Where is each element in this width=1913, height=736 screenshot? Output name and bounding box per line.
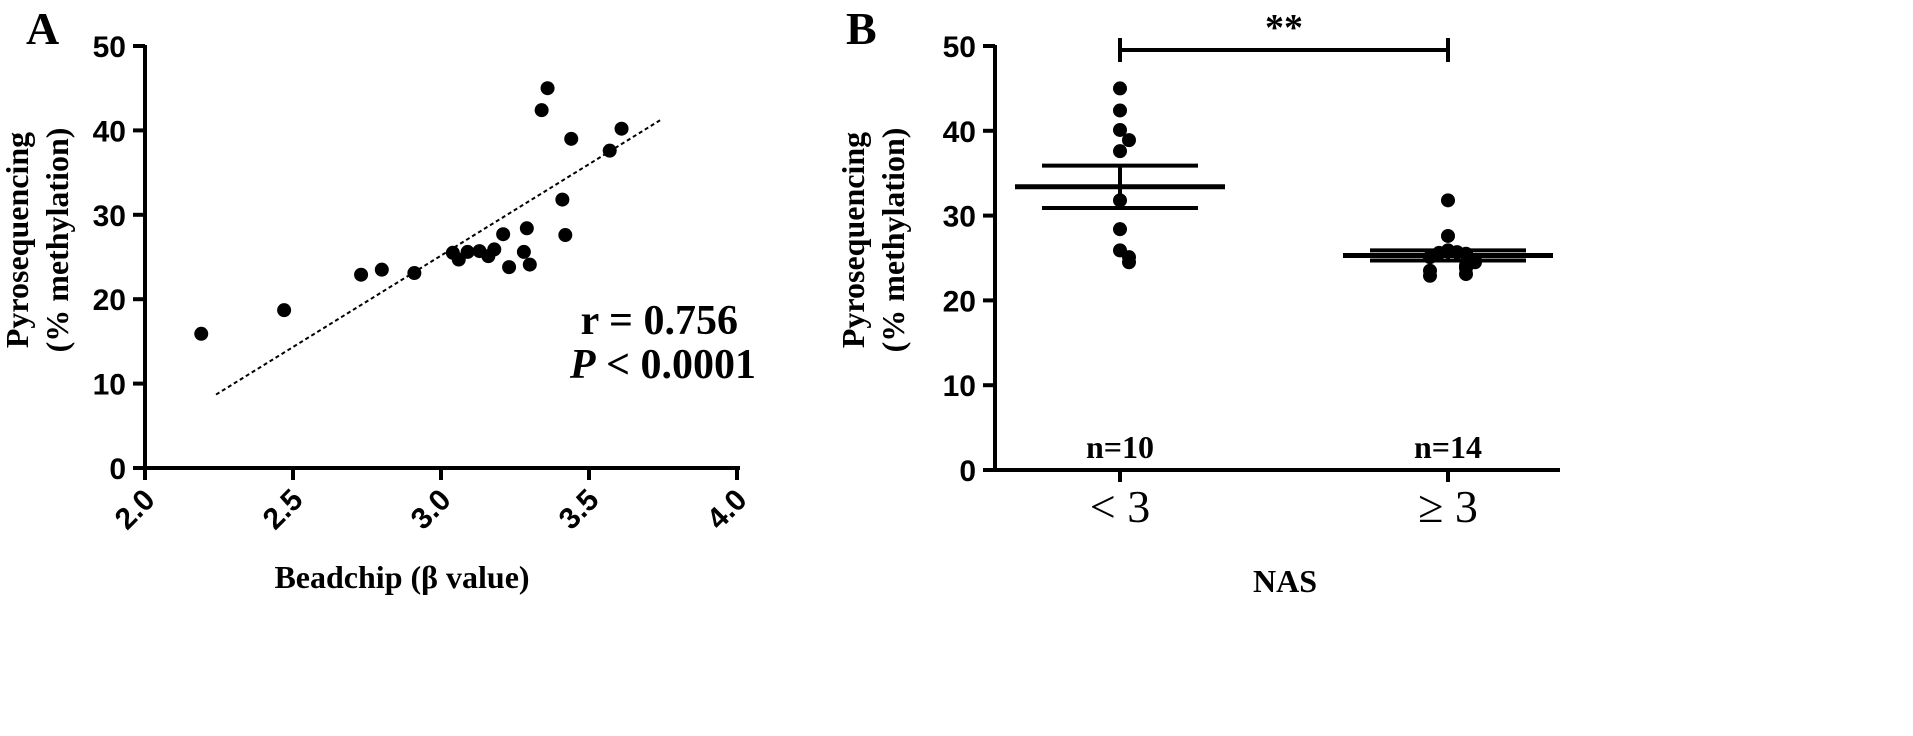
panel-b-data-point [1113, 103, 1127, 118]
panel-b-data-point [1441, 228, 1455, 243]
panel-a-data-point [487, 242, 502, 257]
panel-a-x-ticks: 2.0 2.5 3.0 3.5 4.0 [109, 468, 754, 536]
panel-a-data-point [277, 303, 292, 318]
panel-a-data-point [602, 143, 617, 158]
significance-stars: ** [1265, 7, 1303, 49]
panel-a-ytick-label: 30 [93, 200, 126, 233]
panel-a-data-point [516, 244, 531, 259]
panel-a-data-point [558, 228, 573, 243]
panel-a-ytick-label: 40 [93, 115, 126, 148]
panel-b-data-point [1423, 268, 1437, 283]
panel-a-data-point [534, 103, 549, 118]
panel-a-p-value: < 0.0001 [596, 342, 756, 388]
panel-b-ytick-label: 0 [959, 455, 976, 488]
panel-b-y-ticks: 0 10 20 30 40 50 [943, 31, 995, 488]
panel-b-data-point [1113, 222, 1127, 237]
panel-a-ytick-label: 50 [93, 31, 126, 64]
panel-a-xtick-label: 3.5 [553, 483, 606, 536]
panel-a-data-point [522, 257, 537, 272]
panel-a-data-point [502, 260, 517, 275]
panel-letter-b: B [846, 3, 877, 54]
panel-a-ytick-label: 10 [93, 369, 126, 402]
panel-a-data-point [374, 262, 389, 277]
panel-a-data-point [540, 81, 555, 96]
panel-a-p-symbol: P [569, 342, 596, 388]
panel-a: A Pyrosequencing (% methylation) 0 10 20… [0, 3, 756, 595]
panel-b-significance-bracket: ** [1118, 7, 1450, 62]
panel-letter-a: A [26, 3, 59, 54]
panel-b-data-point [1459, 267, 1473, 282]
panel-b-data-point [1122, 133, 1136, 148]
panel-b-data-point [1113, 122, 1127, 137]
panel-b-groups [1015, 81, 1553, 283]
panel-a-xtick-label: 4.0 [701, 483, 754, 536]
panel-a-y-ticks: 0 10 20 30 40 50 [93, 31, 145, 486]
panel-a-xtick-label: 3.0 [405, 483, 458, 536]
panel-b-x-ticks: < 3 ≥ 3 [1090, 470, 1478, 532]
panel-a-ytick-label: 20 [93, 284, 126, 317]
panel-a-xtick-label: 2.0 [109, 483, 162, 536]
panel-a-xtick-label: 2.5 [257, 483, 310, 536]
panel-b-data-point [1122, 255, 1136, 270]
panel-a-ytick-label: 0 [109, 453, 126, 486]
panel-b-ytick-label: 20 [943, 285, 976, 318]
panel-b-category-label: < 3 [1090, 481, 1150, 532]
panel-a-data-point [555, 192, 570, 207]
panel-a-data-point [564, 131, 579, 146]
panel-b-ylabel: Pyrosequencing (% methylation) [835, 128, 911, 353]
panel-b-ytick-label: 40 [943, 116, 976, 149]
panel-a-data-point [519, 221, 534, 236]
panel-b-data-point [1113, 81, 1127, 96]
panel-a-data-point [460, 244, 475, 259]
panel-b-ytick-label: 30 [943, 201, 976, 234]
panel-b-ytick-label: 50 [943, 31, 976, 64]
panel-a-r-annotation: r = 0.756 [581, 298, 738, 344]
panel-a-points [194, 81, 629, 341]
panel-a-ylabel-line1: Pyrosequencing [0, 132, 35, 348]
panel-a-trendline [215, 119, 661, 396]
panel-b-ylabel-line2: (% methylation) [875, 128, 911, 353]
panel-a-ylabel: Pyrosequencing (% methylation) [0, 128, 75, 353]
panel-a-data-point [496, 227, 511, 242]
panel-a-xlabel: Beadchip (β value) [274, 559, 529, 595]
panel-b-data-point [1113, 144, 1127, 159]
panel-b-data-point [1441, 193, 1455, 208]
panel-b-category-label: ≥ 3 [1418, 481, 1478, 532]
panel-b-xlabel: NAS [1253, 563, 1317, 599]
panel-a-data-point [354, 267, 369, 282]
panel-a-data-point [194, 326, 209, 341]
panel-a-ylabel-line2: (% methylation) [39, 128, 75, 353]
panel-a-p-annotation: P < 0.0001 [569, 342, 756, 388]
panel-a-data-point [407, 266, 422, 281]
panel-b-ylabel-line1: Pyrosequencing [835, 132, 871, 348]
panel-b: B Pyrosequencing (% methylation) 0 10 20… [835, 3, 1560, 599]
panel-b-ytick-label: 10 [943, 370, 976, 403]
panel-a-data-point [614, 121, 629, 136]
panel-b-n-label: n=14 [1414, 429, 1482, 465]
panel-b-n-label: n=10 [1086, 429, 1154, 465]
